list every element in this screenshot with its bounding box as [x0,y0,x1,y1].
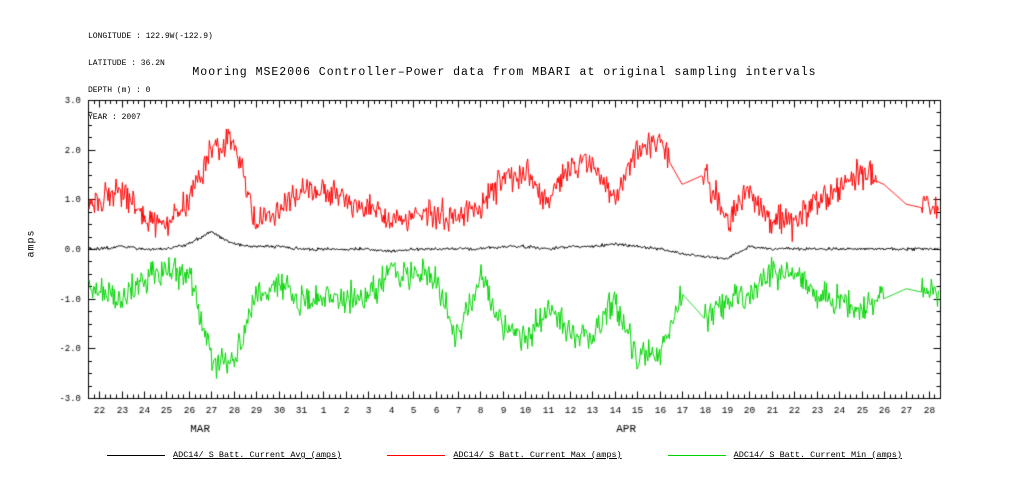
legend-label-min: ADC14/ S Batt. Current Min (amps) [733,450,902,460]
legend-label-max: ADC14/ S Batt. Current Max (amps) [453,450,622,460]
legend: ADC14/ S Batt. Current Avg (amps) ADC14/… [0,450,1009,460]
metadata-latitude: LATITUDE : 36.2N [88,59,165,68]
chart-canvas [0,90,1009,442]
legend-line-min-icon [667,454,726,456]
legend-label-avg: ADC14/ S Batt. Current Avg (amps) [173,450,342,460]
metadata-longitude: LONGITUDE : 122.9W(-122.9) [88,32,213,41]
chart-title: Mooring MSE2006 Controller–Power data fr… [192,66,817,79]
legend-line-avg-icon [107,454,165,456]
legend-item-avg: ADC14/ S Batt. Current Avg (amps) [107,450,341,460]
legend-line-max-icon [387,454,446,456]
legend-item-max: ADC14/ S Batt. Current Max (amps) [387,450,622,460]
legend-item-min: ADC14/ S Batt. Current Min (amps) [667,450,902,460]
